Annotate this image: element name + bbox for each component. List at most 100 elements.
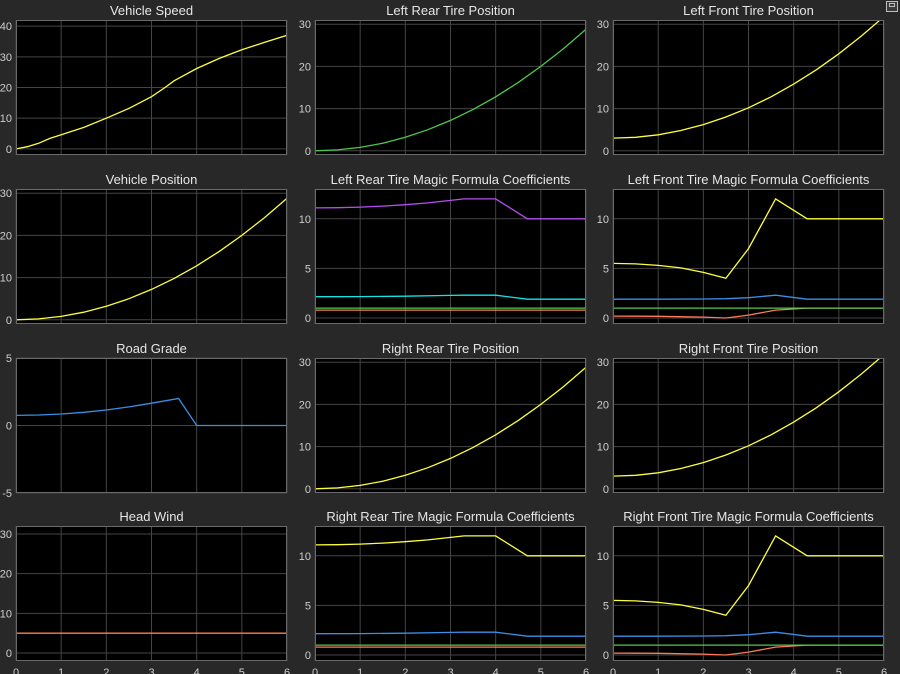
y-tick-label: 10 (597, 214, 609, 226)
axes-border (315, 358, 586, 493)
y-tick-label: 0 (603, 313, 609, 325)
y-tick-label: 0 (305, 650, 311, 662)
y-tick-label: 30 (299, 357, 311, 369)
axes-border (613, 189, 884, 324)
y-tick-label: 10 (0, 113, 12, 125)
x-tick-label: 2 (402, 667, 408, 674)
y-tick-label: 20 (597, 399, 609, 411)
y-tick-label: 0 (305, 313, 311, 325)
plot-title: Right Rear Tire Magic Formula Coefficien… (326, 509, 575, 524)
plot-title: Left Front Tire Magic Formula Coefficien… (628, 172, 870, 187)
subplot-4: Vehicle Position 0 10 20 30 (0, 172, 288, 327)
axes-border (16, 358, 287, 493)
x-tick-label: 2 (103, 667, 109, 674)
subplot-1: Vehicle Speed 0 10 20 30 40 (0, 3, 288, 156)
plot-title: Left Rear Tire Position (386, 3, 515, 18)
series-line-1 (16, 397, 287, 427)
series-line-2 (613, 294, 884, 300)
series-line-2 (613, 631, 884, 637)
plot-title: Left Front Tire Position (683, 3, 814, 18)
axes-border (315, 526, 586, 661)
y-tick-label: 0 (603, 484, 609, 496)
subplot-10: Head Wind 0 10 20 30 0 1 2 3 4 5 6 (0, 509, 290, 674)
y-tick-label: 30 (0, 188, 12, 200)
y-tick-label: 0 (305, 146, 311, 158)
y-tick-label: 0 (305, 484, 311, 496)
y-tick-label: 5 (305, 263, 311, 275)
axes-border (613, 358, 884, 493)
series-line-1 (613, 20, 882, 139)
series-line-1 (315, 535, 586, 557)
y-tick-label: 20 (299, 61, 311, 73)
y-tick-label: 0 (6, 144, 12, 156)
series-line-1 (613, 534, 884, 617)
x-tick-label: 3 (447, 667, 453, 674)
y-tick-label: 30 (0, 52, 12, 64)
x-tick-label: 4 (493, 667, 499, 674)
y-tick-label: 0 (6, 648, 12, 660)
y-tick-label: 20 (0, 83, 12, 95)
plot-title: Right Rear Tire Position (382, 341, 519, 356)
x-tick-label: 5 (538, 667, 544, 674)
y-tick-label: 10 (597, 104, 609, 116)
x-tick-label: 1 (357, 667, 363, 674)
y-tick-label: 10 (0, 273, 12, 285)
x-tick-label: 6 (583, 667, 589, 674)
undock-icon[interactable] (886, 1, 898, 12)
x-tick-label: 5 (239, 667, 245, 674)
x-tick-label: 3 (745, 667, 751, 674)
y-tick-label: 20 (0, 230, 12, 242)
series-line-2 (315, 294, 586, 300)
axes-border (315, 189, 586, 324)
y-tick-label: 5 (603, 600, 609, 612)
subplot-2: Left Rear Tire Position 0 10 20 30 (299, 3, 587, 158)
plot-title: Road Grade (116, 341, 187, 356)
x-tick-label: 0 (312, 667, 318, 674)
axes-border (613, 20, 884, 155)
subplot-3: Left Front Tire Position 0 10 20 30 (597, 3, 885, 158)
y-tick-label: 10 (597, 442, 609, 454)
axes-border (16, 189, 287, 324)
plot-title: Vehicle Position (106, 172, 198, 187)
y-tick-label: 10 (299, 442, 311, 454)
x-tick-label: 5 (836, 667, 842, 674)
y-tick-label: 5 (6, 353, 12, 365)
subplot-7: Road Grade -5 0 5 (2, 341, 288, 500)
plot-title: Vehicle Speed (110, 3, 193, 18)
y-tick-label: 20 (597, 61, 609, 73)
plot-title: Left Rear Tire Magic Formula Coefficient… (331, 172, 571, 187)
plot-title: Right Front Tire Magic Formula Coefficie… (623, 509, 874, 524)
y-tick-label: 10 (299, 551, 311, 563)
y-tick-label: 0 (6, 421, 12, 433)
series-line-1 (315, 198, 586, 220)
y-tick-label: 0 (6, 315, 12, 327)
y-tick-label: 5 (305, 600, 311, 612)
subplot-11: Right Rear Tire Magic Formula Coefficien… (299, 509, 589, 674)
subplot-6: Left Front Tire Magic Formula Coefficien… (597, 172, 885, 325)
plot-title: Head Wind (119, 509, 183, 524)
plot-title: Right Front Tire Position (679, 341, 818, 356)
axes-border (315, 20, 586, 155)
series-line-2 (315, 631, 586, 637)
series-line-1 (613, 197, 884, 280)
y-tick-label: 10 (299, 104, 311, 116)
y-tick-label: 10 (299, 214, 311, 226)
subplot-9: Right Front Tire Position 0 10 20 30 (597, 341, 885, 496)
series-line-1 (16, 197, 287, 321)
y-tick-label: 30 (299, 19, 311, 31)
x-tick-label: 0 (13, 667, 19, 674)
x-tick-label: 1 (655, 667, 661, 674)
y-tick-label: 40 (0, 21, 12, 33)
series-line-1 (16, 34, 287, 150)
y-tick-label: 10 (0, 608, 12, 620)
y-tick-label: -5 (2, 488, 12, 500)
x-tick-label: 1 (58, 667, 64, 674)
series-line-1 (315, 28, 586, 152)
series-line-1 (613, 358, 882, 477)
series-line-1 (315, 366, 586, 490)
axes-border (613, 526, 884, 661)
y-tick-label: 20 (299, 399, 311, 411)
y-tick-label: 10 (597, 551, 609, 563)
y-tick-label: 30 (597, 357, 609, 369)
